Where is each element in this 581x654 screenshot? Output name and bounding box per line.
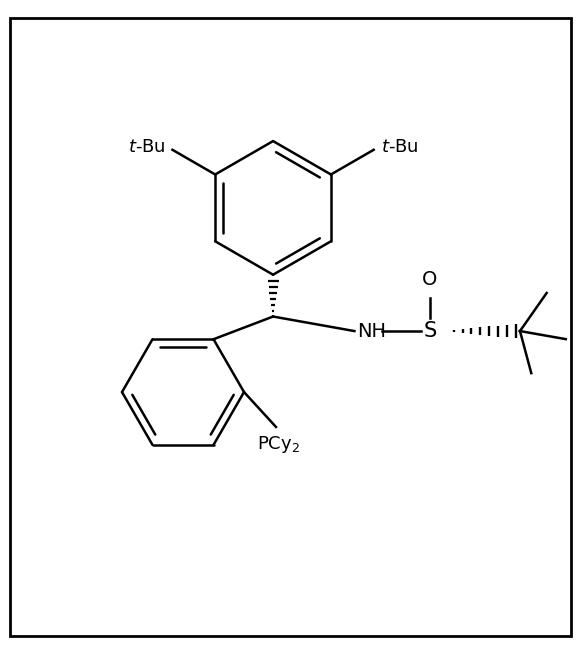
Text: PCy$_2$: PCy$_2$ [257,434,300,455]
Text: O: O [422,270,437,289]
Text: $\it{t}$-Bu: $\it{t}$-Bu [128,139,166,156]
Text: S: S [424,321,436,341]
Text: $\it{t}$-Bu: $\it{t}$-Bu [381,139,418,156]
Text: NH: NH [357,322,386,341]
